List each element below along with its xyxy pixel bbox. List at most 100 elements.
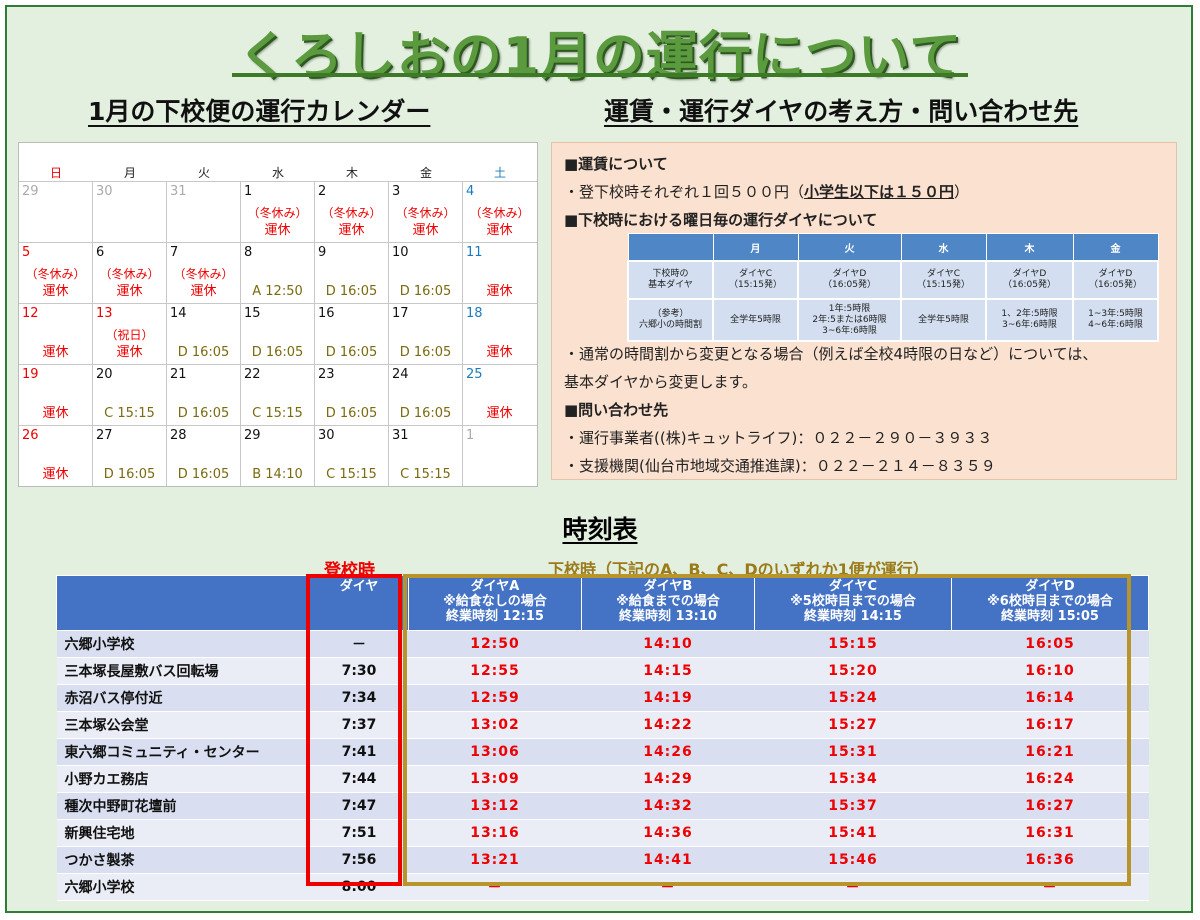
- diagram-header-cell: 木: [985, 233, 1074, 262]
- day-status: D 16:05: [325, 406, 378, 421]
- calendar-day: 4 （冬休み） 運休: [463, 182, 536, 242]
- day-number: 21: [170, 367, 187, 382]
- calendar-week: 29 30 31 1 （冬休み） 運休 2 （冬休み） 運休 3 （冬休み） 運休 4 （冬休み） 運休: [19, 181, 537, 242]
- down-time-c: 15:34: [754, 765, 952, 793]
- weekday-label: 月: [123, 166, 136, 180]
- calendar-day: 1 （冬休み） 運休: [241, 182, 315, 242]
- calendar-day: 21 D 16:05: [167, 365, 241, 425]
- day-note: （冬休み）: [247, 206, 308, 220]
- stop-name: 種次中野町花壇前: [56, 792, 310, 820]
- day-number: 28: [170, 428, 187, 443]
- calendar-day: 15 D 16:05: [241, 304, 315, 364]
- fare-text-main: ・登下校時それぞれ１回５００円（: [564, 183, 805, 201]
- day-status: 運休: [42, 345, 69, 360]
- calendar-day: 20 C 15:15: [93, 365, 167, 425]
- calendar-title: 1月の下校便の運行カレンダー: [88, 97, 431, 126]
- stop-name: 三本塚長屋敷バス回転場: [56, 657, 310, 685]
- down-time-b: 14:19: [581, 684, 755, 712]
- weekday-label: 火: [197, 166, 210, 180]
- fare-text-close: ）: [954, 183, 970, 201]
- diagram-cell: 全学年5時限: [712, 298, 799, 342]
- contact-operator: ・運行事業者((株)キュットライフ)：０２２－２９０－３９３３: [564, 429, 993, 447]
- diagram-cell: 1~3年:5時限 4~6年:6時限: [1072, 298, 1159, 342]
- diagram-cell: 1、2年:5時限 3~6年:6時限: [985, 298, 1074, 342]
- weekday-label: 木: [345, 166, 358, 180]
- info-box: ■運賃について ・登下校時それぞれ１回５００円（小学生以下は１５０円） ■下校時…: [551, 142, 1177, 480]
- up-time: 7:34: [309, 684, 409, 712]
- day-number: 19: [22, 367, 39, 382]
- up-time: 7:51: [309, 819, 409, 847]
- diagram-header-cell: [627, 233, 714, 262]
- down-time-a: 13:12: [408, 792, 582, 820]
- day-number: 14: [170, 306, 187, 321]
- down-time-b: 14:26: [581, 738, 755, 766]
- day-status: D 16:05: [325, 345, 378, 360]
- day-number: 15: [244, 306, 261, 321]
- day-status: C 15:15: [104, 406, 155, 421]
- down-time-d: 16:21: [951, 738, 1149, 766]
- down-time-d: －: [951, 873, 1149, 901]
- day-number: 31: [170, 184, 187, 199]
- timetable-header-row: ダイヤ ダイヤA ※給食なしの場合 終業時刻 12:15 ダイヤB ※給食までの場合終…: [56, 575, 1149, 631]
- day-number: 8: [244, 245, 253, 260]
- timetable-row: 小野カエ務店 7:44 13:09 14:29 15:34 16:24: [56, 765, 1149, 793]
- day-status: D 16:05: [251, 345, 304, 360]
- day-number: 31: [392, 428, 409, 443]
- calendar-week: 5 （冬休み） 運休 6 （冬休み） 運休 7 （冬休み） 運休 8 A 12:50 9 D 16:05…: [19, 242, 537, 303]
- calendar-weekday-header: 日月火水木金土: [19, 143, 537, 181]
- day-number: 27: [96, 428, 113, 443]
- stop-header: [56, 575, 310, 631]
- down-time-b: 14:36: [581, 819, 755, 847]
- diagram-heading: ■下校時における曜日毎の運行ダイヤについて: [564, 211, 878, 229]
- down-time-a: 13:09: [408, 765, 582, 793]
- down-time-d: 16:05: [951, 630, 1149, 658]
- calendar-day: 26 運休: [19, 426, 93, 486]
- calendar-week: 12 運休 13 （祝日） 運休 14 D 16:05 15 D 16:05 16 D 16:05 1…: [19, 303, 537, 364]
- up-time: －: [309, 630, 409, 658]
- down-time-d: 16:14: [951, 684, 1149, 712]
- down-time-c: 15:41: [754, 819, 952, 847]
- diagram-header-row: 月火水木金: [627, 233, 1159, 262]
- day-status: D 16:05: [177, 406, 230, 421]
- timetable-row: 六郷小学校 8:00 －－－－: [56, 873, 1149, 901]
- day-number: 29: [22, 184, 39, 199]
- timetable-title: 時刻表: [562, 515, 638, 544]
- down-time-b: 14:15: [581, 657, 755, 685]
- day-note: （冬休み）: [395, 206, 456, 220]
- day-status: 運休: [412, 223, 439, 238]
- day-status: 運休: [116, 345, 143, 360]
- dia-c-header: ダイヤC ※5校時目までの場合 終業時刻 14:15: [754, 575, 952, 631]
- dia-d-header: ダイヤD ※6校時目までの場合 終業時刻 15:05: [951, 575, 1149, 631]
- day-status: D 16:05: [177, 345, 230, 360]
- stop-name: 六郷小学校: [56, 873, 310, 901]
- dia-b-header: ダイヤB ※給食までの場合 終業時刻 13:10: [581, 575, 755, 631]
- diagram-header-cell: 月: [712, 233, 799, 262]
- calendar-day: 14 D 16:05: [167, 304, 241, 364]
- diagram-header-cell: 火: [797, 233, 902, 262]
- day-status: C 15:15: [252, 406, 303, 421]
- down-time-b: 14:10: [581, 630, 755, 658]
- diagram-row: （参考） 六郷小の時間割 全学年5時限 1年:5時限 2年:5または6時限 3~6年:6時…: [627, 298, 1159, 342]
- calendar-day: 30: [93, 182, 167, 242]
- day-status: D 16:05: [177, 467, 230, 482]
- day-status: C 15:15: [326, 467, 377, 482]
- down-time-d: 16:17: [951, 711, 1149, 739]
- stop-name: 赤沼バス停付近: [56, 684, 310, 712]
- day-status: B 14:10: [252, 467, 303, 482]
- down-time-a: －: [408, 873, 582, 901]
- timetable-row: 東六郷コミュニティ・センター 7:41 13:06 14:26 15:31 16:21: [56, 738, 1149, 766]
- day-number: 18: [466, 306, 483, 321]
- calendar-day: 10 D 16:05: [389, 243, 463, 303]
- up-time: 7:37: [309, 711, 409, 739]
- calendar-day: 31: [167, 182, 241, 242]
- down-time-a: 13:02: [408, 711, 582, 739]
- timetable-table: ダイヤ ダイヤA ※給食なしの場合 終業時刻 12:15 ダイヤB ※給食までの場合終…: [56, 575, 1149, 901]
- timetable-row: 新興住宅地 7:51 13:16 14:36 15:41 16:31: [56, 819, 1149, 847]
- calendar-day: 29: [19, 182, 93, 242]
- calendar-day: 16 D 16:05: [315, 304, 389, 364]
- day-number: 26: [22, 428, 39, 443]
- timetable-row: 三本塚公会堂 7:37 13:02 14:22 15:27 16:17: [56, 711, 1149, 739]
- calendar-day: 7 （冬休み） 運休: [167, 243, 241, 303]
- timetable-row: つかさ製茶 7:56 13:21 14:41 15:46 16:36: [56, 846, 1149, 874]
- calendar-day: 23 D 16:05: [315, 365, 389, 425]
